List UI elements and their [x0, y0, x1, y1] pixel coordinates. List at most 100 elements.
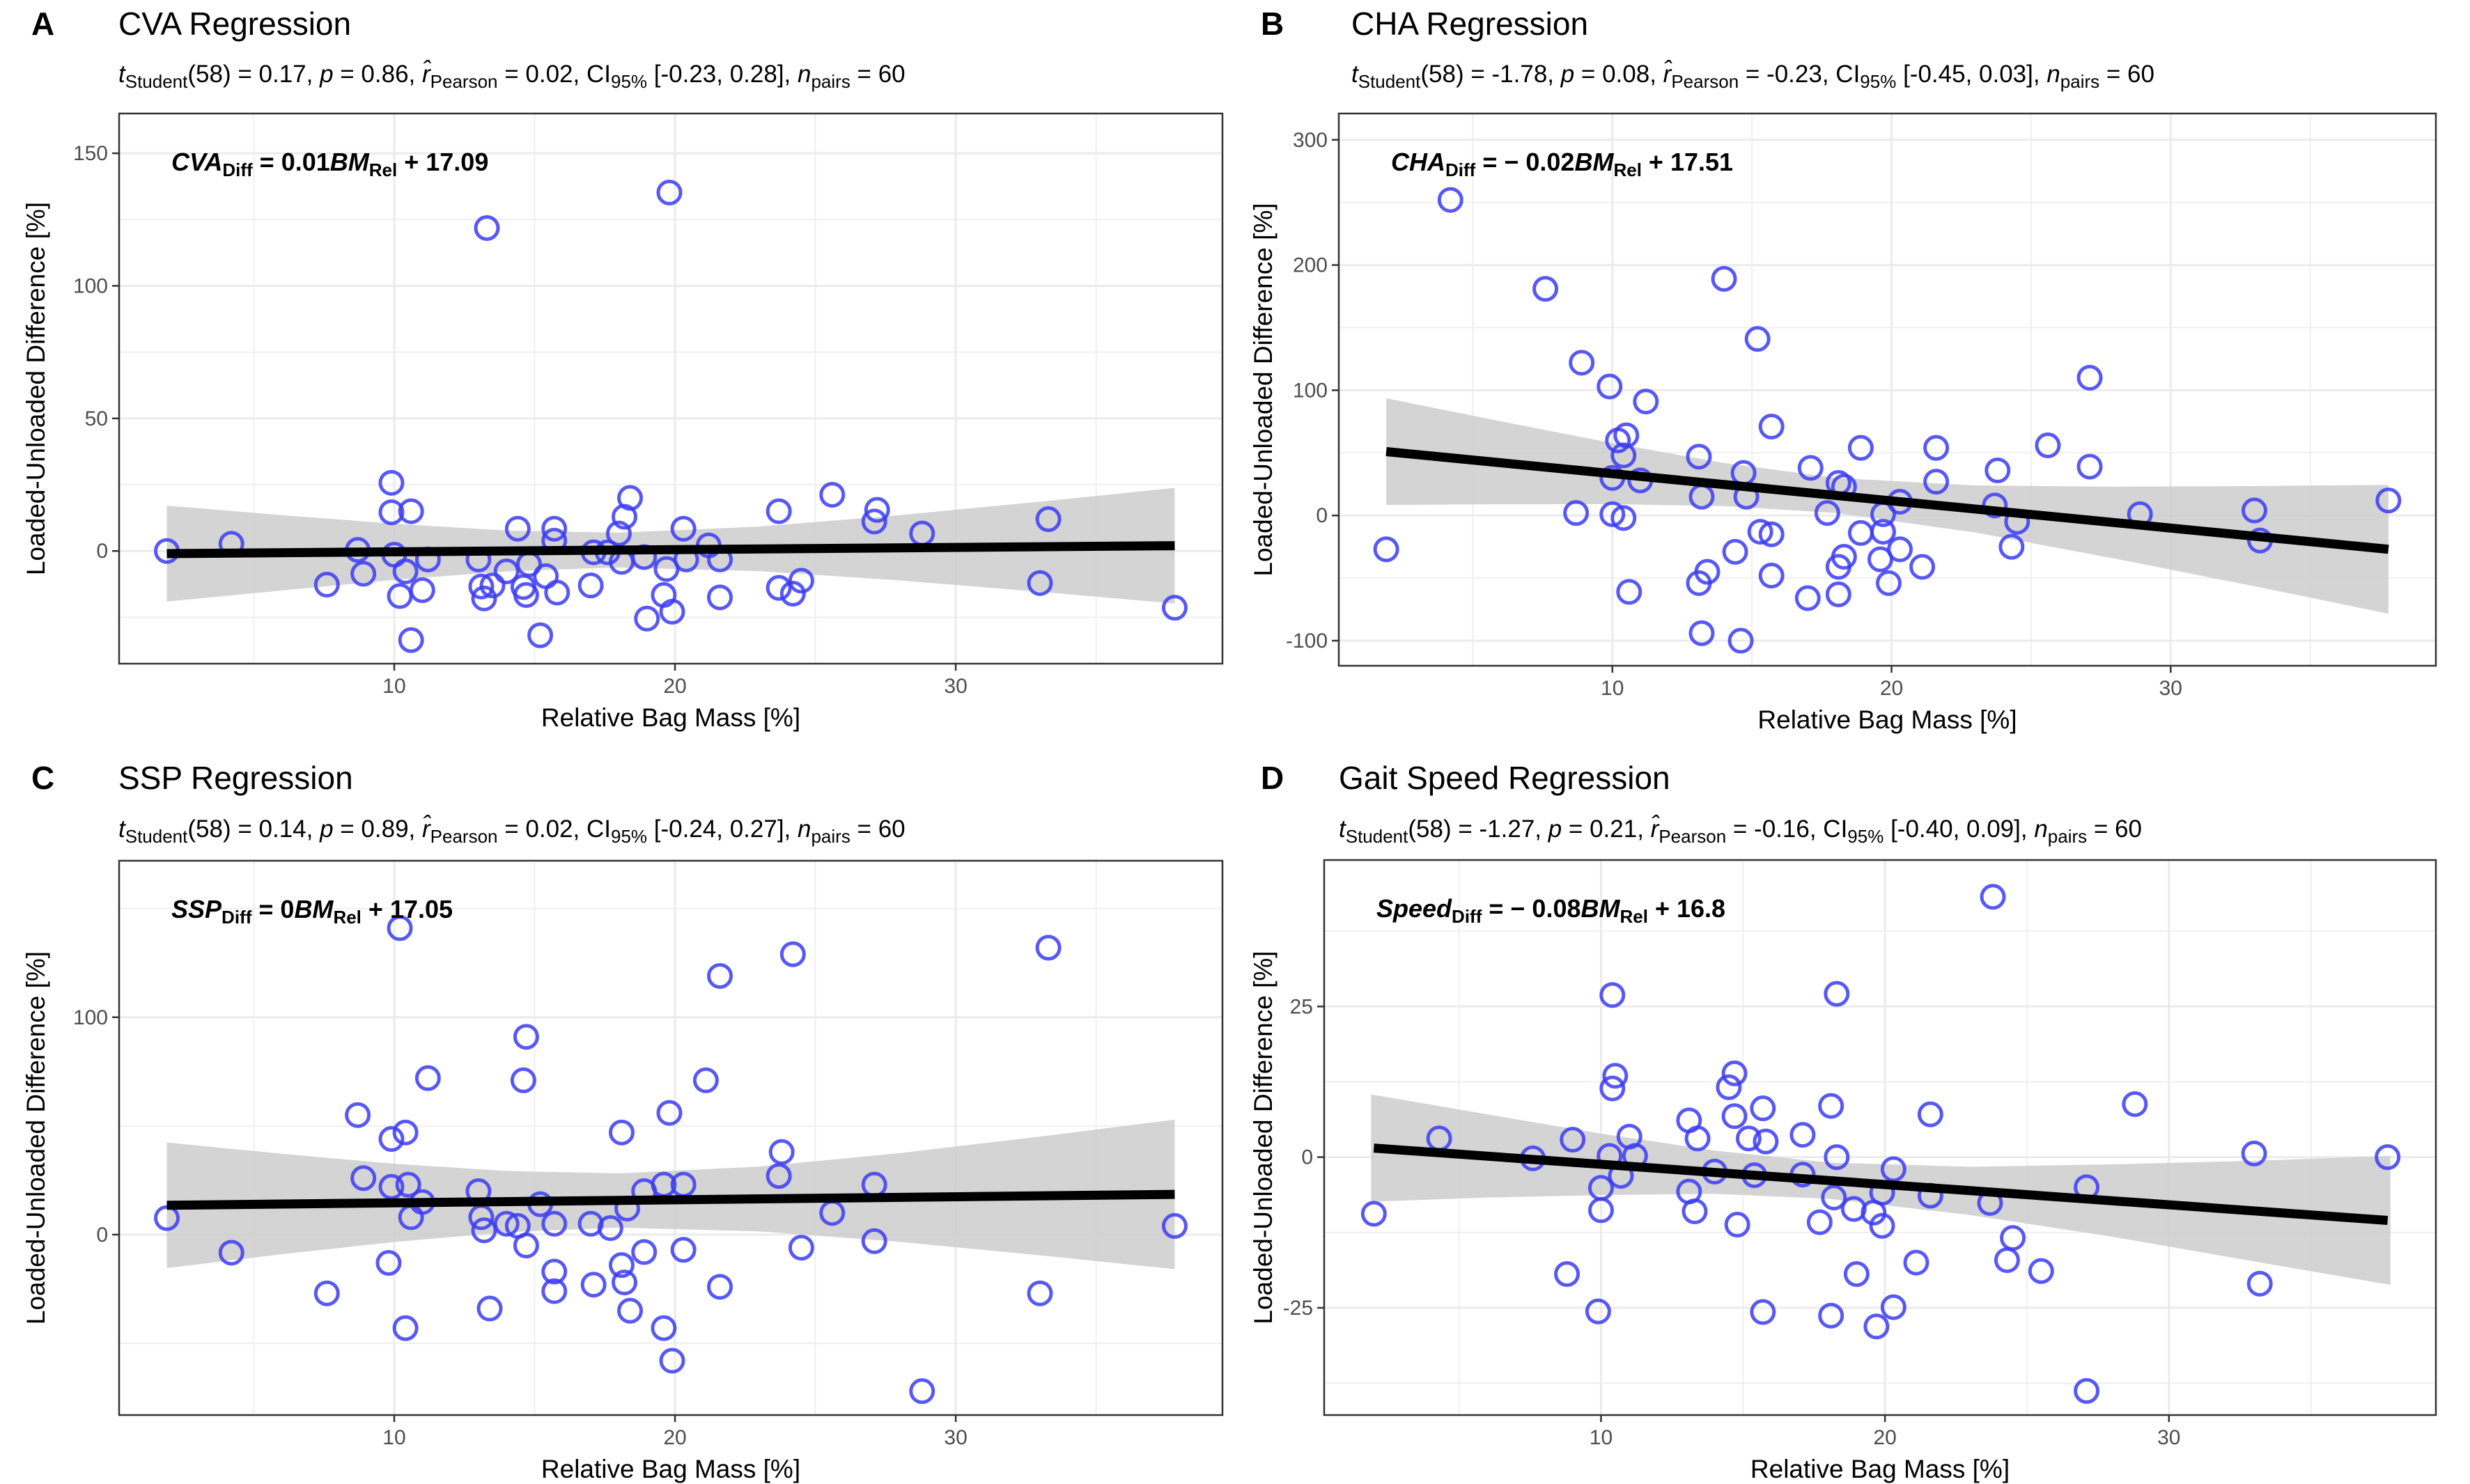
data-point	[864, 497, 890, 523]
panel-b: B CHA Regression tStudent(58) = -1.78, p =…	[1249, 6, 2437, 734]
stat-ci-label: CI	[587, 815, 611, 843]
equation-lhs-sub: Diff	[1445, 159, 1476, 180]
data-point	[1684, 1125, 1711, 1152]
data-point	[2122, 1091, 2148, 1117]
data-point	[631, 1239, 658, 1265]
panel-d: D Gait Speed Regression tStudent(58) = -1.…	[1249, 760, 2437, 1483]
data-point	[1560, 1127, 1586, 1153]
data-point	[707, 1274, 733, 1300]
regression-equation: CHADiff = − 0.02BMRel + 17.51	[1391, 148, 1733, 180]
data-point	[392, 1315, 419, 1341]
data-point	[1843, 1261, 1870, 1288]
y-tick-label: 150	[73, 142, 108, 165]
stat-r-sub: Pearson	[430, 71, 498, 92]
equation-lhs: CVA	[171, 148, 222, 176]
stat-ci-label: CI	[587, 61, 611, 88]
data-point	[788, 568, 814, 594]
x-axis-title: Relative Bag Mass [%]	[541, 703, 800, 732]
data-point	[1694, 559, 1721, 585]
data-point	[1980, 884, 2006, 910]
stat-t-value: (58) = -1.78,	[1420, 61, 1560, 88]
data-point	[605, 520, 632, 547]
data-point	[378, 499, 405, 526]
data-point	[1722, 538, 1748, 565]
data-point	[414, 1065, 441, 1091]
y-tick-label: 0	[96, 540, 108, 563]
stat-r-value: = 0.02,	[498, 61, 587, 88]
data-point	[766, 1163, 792, 1189]
data-point	[707, 584, 733, 611]
stat-p-label: p	[319, 815, 333, 843]
stat-p-label: p	[1560, 61, 1574, 88]
data-point	[476, 1295, 503, 1322]
data-point	[218, 1240, 244, 1266]
data-point	[544, 579, 570, 606]
data-point	[154, 1205, 180, 1231]
stat-ci-value: [-0.40, 0.09],	[1883, 815, 2034, 843]
data-point	[1597, 373, 1623, 400]
stat-r-label: r̂	[422, 815, 431, 843]
data-point	[1373, 536, 1399, 563]
data-point	[1437, 187, 1463, 213]
data-point	[617, 485, 644, 511]
data-point	[479, 572, 506, 599]
stat-p-value: = 0.21,	[1562, 815, 1650, 843]
data-point	[1686, 444, 1712, 470]
data-point	[1735, 1125, 1762, 1152]
data-point	[1569, 350, 1595, 376]
equation-variable-sub: Rel	[369, 159, 397, 180]
data-point	[1750, 1095, 1776, 1122]
data-point	[1917, 1101, 1943, 1127]
equation-intercept: + 17.05	[362, 895, 453, 923]
x-tick-label: 30	[2157, 1426, 2180, 1449]
stat-n-sub: pairs	[2060, 71, 2099, 92]
data-point	[1161, 595, 1188, 621]
data-point	[1887, 536, 1913, 563]
x-tick-label: 10	[382, 675, 405, 698]
data-point	[541, 515, 568, 542]
data-point	[779, 941, 806, 967]
regression-equation: SpeedDiff = − 0.08BMRel + 16.8	[1376, 894, 1725, 927]
y-tick-label: 25	[1290, 995, 1313, 1018]
panel-letter: B	[1261, 6, 1284, 42]
data-point	[1867, 546, 1893, 572]
data-point	[1847, 435, 1874, 461]
data-point	[1554, 1261, 1580, 1288]
stats-subtitle: tStudent(58) = 0.14, p = 0.89, r̂Pearson…	[118, 815, 906, 847]
stat-r-label: r̂	[1663, 60, 1672, 88]
stat-ci-label: CI	[1823, 815, 1847, 843]
equation-variable: BM	[330, 148, 370, 176]
data-point	[1818, 1093, 1844, 1119]
data-point	[1909, 554, 1936, 580]
stat-t-label: t	[1351, 61, 1359, 88]
data-point	[617, 1297, 644, 1324]
equation-coefficient: = 0.01	[253, 148, 330, 176]
x-axis-title: Relative Bag Mass [%]	[1750, 1455, 2010, 1483]
regression-line	[166, 1189, 1175, 1210]
equation-lhs-sub: Diff	[222, 907, 252, 928]
data-point	[1984, 457, 2011, 483]
y-tick-label: -100	[1286, 630, 1328, 653]
data-point	[541, 1278, 568, 1304]
x-tick-label: 10	[1590, 1426, 1613, 1449]
stat-t-sub: Student	[125, 71, 188, 92]
data-points	[154, 179, 1188, 653]
equation-coefficient: = − 0.02	[1475, 148, 1574, 176]
data-point	[1599, 1075, 1626, 1102]
data-point	[768, 1139, 795, 1165]
stat-n-sub: pairs	[811, 826, 850, 847]
data-point	[392, 1119, 419, 1146]
stat-t-label: t	[118, 61, 126, 88]
data-point	[527, 622, 554, 648]
data-point	[1814, 500, 1840, 526]
stat-r-label: r̂	[422, 60, 431, 88]
data-point	[1797, 455, 1824, 481]
data-point	[1161, 1212, 1188, 1239]
equation-variable-sub: Rel	[1613, 159, 1641, 180]
data-point	[608, 1252, 635, 1279]
data-point	[510, 1067, 536, 1093]
data-point	[1870, 519, 1896, 545]
regression-line	[1385, 447, 2389, 554]
data-point	[1585, 1298, 1611, 1325]
